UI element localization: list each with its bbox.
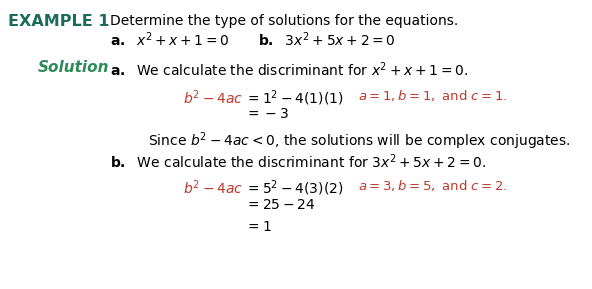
Text: $\bf{a.}$  $x^2 + x + 1 = 0$: $\bf{a.}$ $x^2 + x + 1 = 0$ bbox=[110, 30, 230, 49]
Text: Solution: Solution bbox=[38, 60, 110, 75]
Text: $a = 1, b = 1,$ and $c = 1.$: $a = 1, b = 1,$ and $c = 1.$ bbox=[358, 88, 507, 103]
Text: $= -3$: $= -3$ bbox=[245, 107, 289, 121]
Text: $\bf{b.}$  $3x^2 + 5x + 2 = 0$: $\bf{b.}$ $3x^2 + 5x + 2 = 0$ bbox=[258, 30, 396, 49]
Text: $= 25 - 24$: $= 25 - 24$ bbox=[245, 198, 316, 212]
Text: $\bf{a.}$  We calculate the discriminant for $x^2 + x + 1 = 0$.: $\bf{a.}$ We calculate the discriminant … bbox=[110, 60, 468, 79]
Text: $b^2 - 4ac$: $b^2 - 4ac$ bbox=[183, 88, 243, 107]
Text: $\bf{b.}$  We calculate the discriminant for $3x^2 + 5x + 2 = 0$.: $\bf{b.}$ We calculate the discriminant … bbox=[110, 152, 487, 171]
Text: $= 1^2 - 4(1)(1)$: $= 1^2 - 4(1)(1)$ bbox=[245, 88, 343, 108]
Text: $= 1$: $= 1$ bbox=[245, 220, 272, 234]
Text: Determine the type of solutions for the equations.: Determine the type of solutions for the … bbox=[110, 14, 458, 28]
Text: $= 5^2 - 4(3)(2)$: $= 5^2 - 4(3)(2)$ bbox=[245, 178, 343, 198]
Text: Since $b^2 - 4ac < 0$, the solutions will be complex conjugates.: Since $b^2 - 4ac < 0$, the solutions wil… bbox=[148, 130, 571, 152]
Text: EXAMPLE 1: EXAMPLE 1 bbox=[8, 14, 110, 29]
Text: $a = 3, b = 5,$ and $c = 2.$: $a = 3, b = 5,$ and $c = 2.$ bbox=[358, 178, 507, 193]
Text: $b^2 - 4ac$: $b^2 - 4ac$ bbox=[183, 178, 243, 197]
